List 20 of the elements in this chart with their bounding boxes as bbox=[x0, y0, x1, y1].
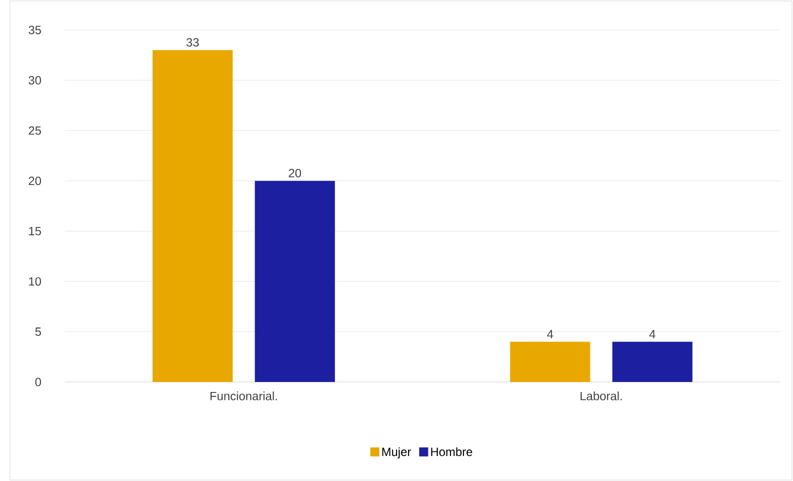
y-tick-label: 10 bbox=[29, 277, 42, 286]
data-label: 20 bbox=[288, 168, 302, 178]
y-tick-label: 5 bbox=[35, 328, 41, 336]
y-tick-label: 30 bbox=[28, 76, 42, 85]
y-tick-label: 15 bbox=[29, 226, 41, 236]
y-tick-label: 0 bbox=[35, 378, 42, 386]
bar bbox=[254, 180, 335, 382]
x-tick-label: Laboral. bbox=[580, 392, 622, 400]
y-tick-label: 35 bbox=[28, 26, 41, 34]
legend-label: Hombre bbox=[431, 447, 472, 456]
bar bbox=[612, 342, 692, 382]
data-label: 4 bbox=[649, 330, 656, 338]
data-label: 4 bbox=[547, 330, 554, 338]
y-tick-label: 25 bbox=[28, 126, 41, 135]
bar bbox=[152, 50, 233, 382]
legend-label: Mujer bbox=[382, 447, 411, 458]
x-tick-label: Funcionarial. bbox=[210, 392, 277, 400]
y-tick-label: 20 bbox=[28, 176, 42, 186]
bar bbox=[510, 342, 590, 382]
data-label: 33 bbox=[186, 38, 199, 47]
